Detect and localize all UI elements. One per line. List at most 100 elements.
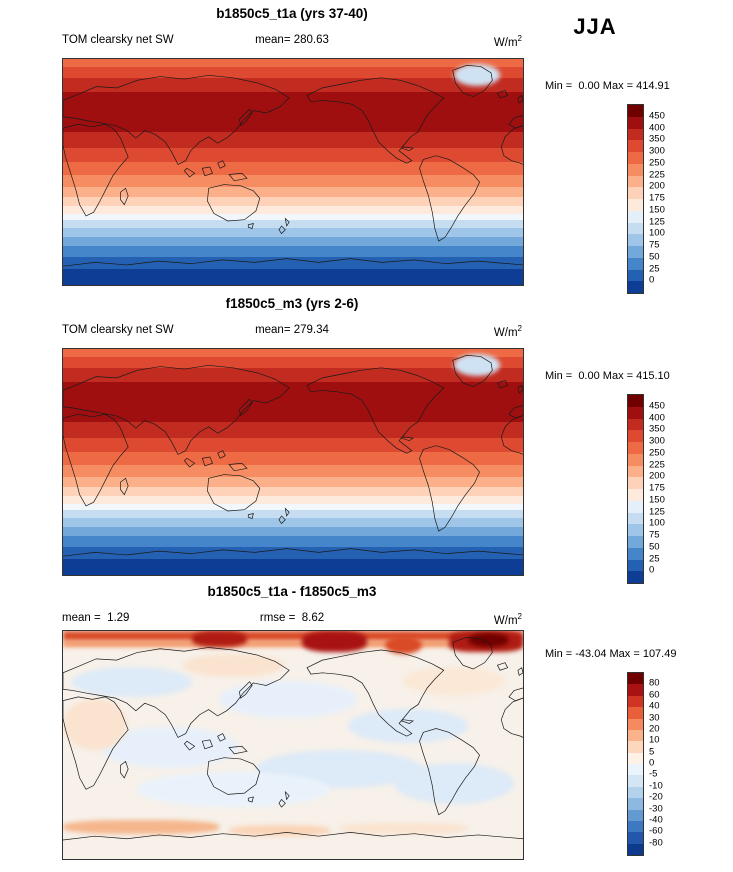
panel-subheader: mean = 1.29 rmse = 8.62 W/m2 (62, 612, 522, 627)
map-band (63, 205, 523, 214)
colorbar: 450 400 350 300 250 225 200 175 150 125 100 75 50 25 0 (627, 394, 717, 584)
panel-title: f1850c5_m3 (yrs 2-6) (225, 296, 359, 311)
colorbar-segment (628, 512, 643, 525)
colorbar-segment (628, 764, 643, 776)
map-band (63, 186, 523, 197)
colorbar-tick-label: 0 (649, 274, 655, 286)
map-band (63, 476, 523, 487)
colorbar-segment (628, 152, 643, 164)
colorbar-segment (628, 222, 643, 235)
map-band (63, 213, 523, 221)
colorbar-segment (628, 673, 643, 685)
colorbar-labels: 80 60 40 30 20 10 5 0 -5 -10 -20 -30 -40 -60 -80 (649, 672, 709, 854)
colorbar-tick-label: 60 (649, 689, 660, 700)
map-band (63, 368, 523, 382)
colorbar-tick-label: 400 (649, 411, 665, 423)
map-band (63, 510, 523, 519)
map-feature (63, 641, 523, 647)
variable-label: TOM clearsky net SW (62, 34, 174, 46)
colorbar: 80 60 40 30 20 10 5 0 -5 -10 -20 -30 -40 -60 -80 (627, 672, 717, 856)
colorbar-segment (628, 477, 643, 489)
panel-subheader: TOM clearsky net SW mean= 279.34 W/m2 (62, 324, 522, 339)
map-band (63, 438, 523, 452)
world-coastline-overlay (63, 64, 523, 267)
map-feature (72, 667, 192, 698)
colorbar-segment (628, 418, 643, 431)
map-band (63, 246, 523, 257)
colorbar-tick-label: -80 (649, 836, 663, 848)
colorbar-tick-label: 250 (649, 447, 665, 458)
colorbar-tick-label: 350 (649, 423, 665, 435)
colorbar-segment (628, 281, 643, 293)
colorbar-tick-label: 200 (649, 180, 665, 192)
panel-title: b1850c5_t1a (yrs 37-40) (216, 6, 368, 21)
colorbar-tick-label: 350 (649, 133, 665, 145)
map-difference (62, 630, 524, 860)
colorbar-tick-label: 225 (649, 168, 665, 180)
variable-label: TOM clearsky net SW (62, 324, 174, 336)
colorbar-tick-label: 450 (649, 110, 665, 121)
colorbar-tick-label: 150 (649, 494, 665, 505)
colorbar-segment (628, 559, 643, 572)
colorbar-tick-label: 150 (649, 204, 665, 215)
map-band (63, 495, 523, 504)
units-exponent: 2 (517, 324, 522, 333)
map-feature (348, 708, 468, 743)
colorbar-segment (628, 187, 643, 199)
map-feature (454, 63, 500, 87)
map-case2 (62, 348, 524, 576)
panel-subheader: TOM clearsky net SW mean= 280.63 W/m2 (62, 34, 522, 49)
colorbar-tick-label: 50 (649, 251, 660, 262)
colorbar-segment (628, 442, 643, 454)
panel-difference: b1850c5_t1a - f1850c5_m3 mean = 1.29 rms… (0, 584, 733, 872)
colorbar-segment (628, 269, 643, 282)
units-base: W/m (493, 614, 518, 627)
colorbar-segment (628, 741, 643, 753)
map-band (63, 422, 523, 439)
colorbar-tick-label: -60 (649, 825, 663, 837)
colorbar-segment (628, 786, 643, 799)
colorbar-tick-label: 300 (649, 145, 665, 157)
colorbar-segment (628, 843, 643, 855)
mean-label: mean= 279.34 (255, 324, 329, 336)
colorbar-segment (628, 695, 643, 708)
map-feature (63, 699, 128, 750)
map-band (63, 148, 523, 162)
colorbar-segment (628, 406, 643, 419)
colorbar-tick-label: 175 (649, 192, 665, 204)
units-base: W/m (493, 326, 518, 339)
colorbar-segment (628, 210, 643, 223)
map-band (63, 220, 523, 229)
map-feature (339, 822, 468, 834)
colorbar-segment (628, 798, 643, 810)
colorbar-tick-label: 40 (649, 700, 660, 712)
panel-case2: f1850c5_m3 (yrs 2-6) TOM clearsky net SW… (0, 296, 733, 586)
colorbar-segment (628, 128, 643, 141)
colorbar-tick-label: 100 (649, 227, 665, 239)
map-band (63, 175, 523, 187)
colorbar-segment (628, 524, 643, 536)
map-band (63, 486, 523, 496)
colorbar-labels: 450 400 350 300 250 225 200 175 150 125 100 75 50 25 0 (649, 104, 709, 292)
colorbar-tick-label: 10 (649, 734, 660, 746)
map-feature (302, 631, 367, 652)
colorbar-tick-label: 225 (649, 458, 665, 470)
map-band (63, 196, 523, 206)
minmax-label: Min = -43.04 Max = 107.49 (545, 648, 677, 660)
map-feature (136, 772, 330, 807)
map-feature (191, 631, 247, 647)
colorbar-segment (628, 163, 643, 176)
colorbar-tick-label: 450 (649, 400, 665, 411)
colorbar-segment (628, 775, 643, 787)
map-band (63, 518, 523, 528)
world-coastline-overlay (63, 354, 523, 557)
colorbar-segment (628, 234, 643, 246)
colorbar-tick-label: -10 (649, 780, 663, 791)
colorbar-tick-label: 30 (649, 711, 660, 723)
colorbar-tick-label: 250 (649, 157, 665, 168)
map-band (63, 536, 523, 547)
map-features (63, 59, 523, 285)
colorbar-segment (628, 820, 643, 833)
colorbar: 450 400 350 300 250 225 200 175 150 125 100 75 50 25 0 (627, 104, 717, 294)
